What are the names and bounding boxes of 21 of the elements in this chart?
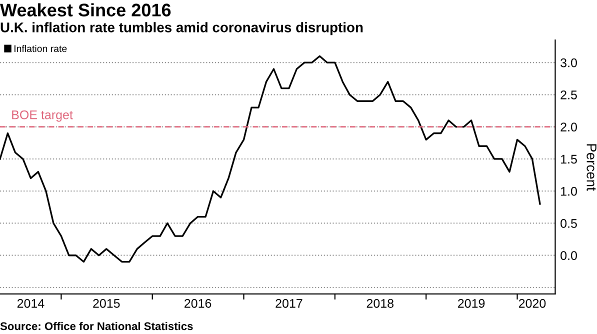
y-axis-title: Percent: [586, 144, 596, 191]
x-tick-label: 2020: [518, 298, 546, 308]
x-tick-label: 2018: [366, 298, 394, 308]
y-tick-label: 0.5: [560, 219, 577, 228]
y-tick-label: 3.0: [560, 58, 577, 68]
line-series: [0, 55, 541, 263]
x-tick-label: 2014: [17, 298, 44, 308]
y-tick-label: 1.5: [561, 154, 577, 164]
legend-label: Inflation rate: [14, 44, 67, 52]
y-tick-label: 2.5: [560, 90, 577, 100]
y-tick-label: 2.0: [560, 122, 577, 132]
x-tick-label: 2017: [276, 298, 302, 308]
chart-title: Weakest Since 2016: [0, 3, 171, 16]
x-tick-label: 2016: [184, 298, 212, 308]
chart-subtitle: U.K. inflation rate tumbles amid coronavirus disruption: [0, 22, 363, 36]
x-tick-label: 2015: [93, 298, 120, 308]
y-tick-label: 0.0: [560, 251, 577, 260]
y-tick-label: 1.0: [561, 186, 577, 196]
x-tick-label: 2019: [458, 298, 485, 308]
source-note: Source: Office for National Statistics: [0, 322, 193, 330]
ref-line-label: BOE target: [12, 110, 73, 122]
